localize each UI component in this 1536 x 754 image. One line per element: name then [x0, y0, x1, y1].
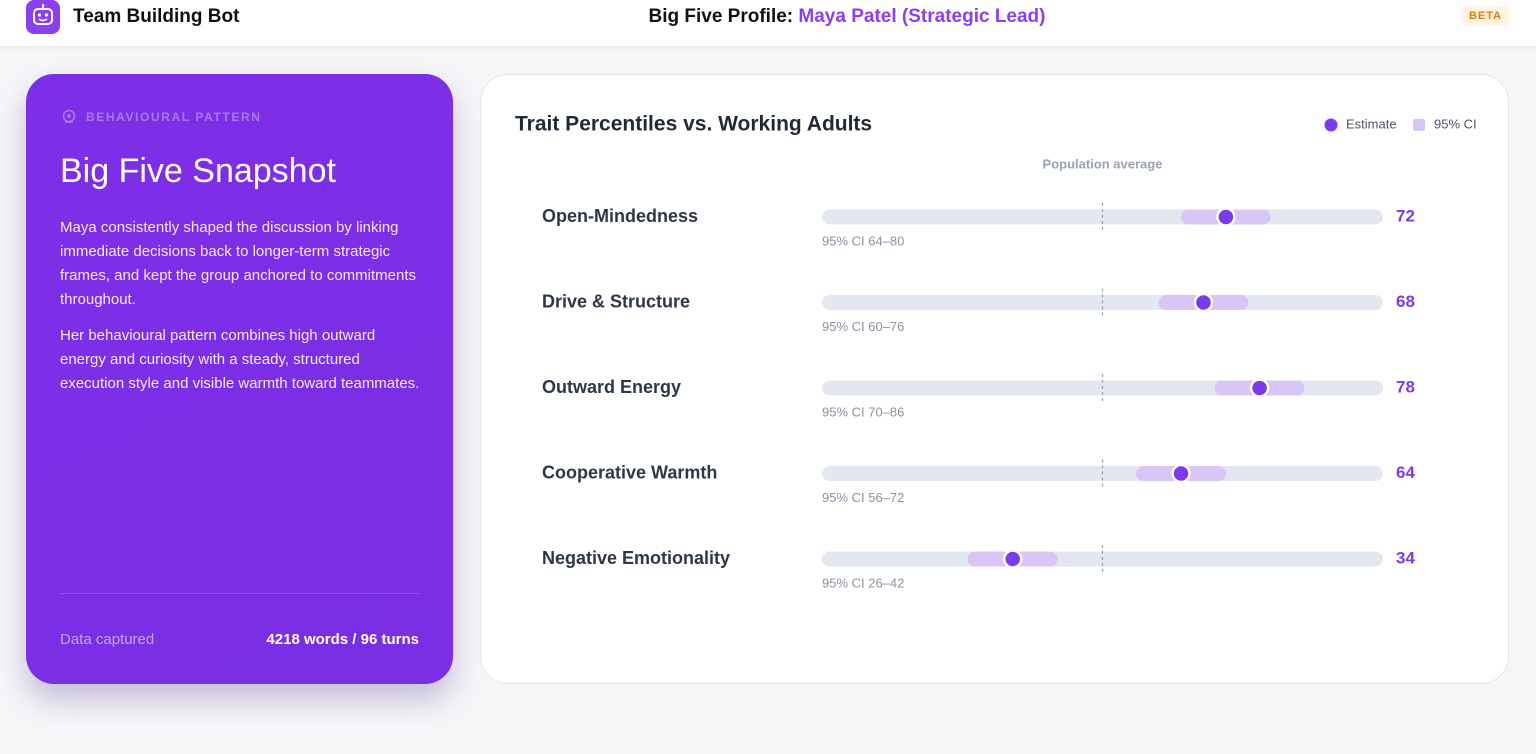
app-logo	[26, 0, 60, 34]
trait-label: Negative Emotionality	[542, 548, 730, 568]
trait-label: Open-Mindedness	[542, 206, 698, 226]
card-title: Big Five Snapshot	[60, 152, 336, 190]
ci-label: 95% CI 26–42	[822, 575, 904, 590]
title-prefix: Big Five Profile:	[648, 6, 794, 27]
app-name: Team Building Bot	[73, 6, 240, 27]
divider	[60, 593, 419, 594]
pin-icon	[62, 109, 76, 123]
estimate-dot	[1249, 378, 1270, 398]
chart-card: Trait Percentiles vs. Working Adults Est…	[480, 74, 1509, 684]
chart-title: Trait Percentiles vs. Working Adults	[515, 113, 872, 136]
estimate-dot	[1002, 549, 1023, 569]
reference-label: Population average	[1043, 156, 1163, 171]
value-label: 64	[1396, 463, 1415, 482]
beta-badge: BETA	[1461, 6, 1511, 26]
legend-dot	[1324, 118, 1338, 132]
trait-label: Outward Energy	[542, 377, 681, 397]
paragraph: Maya consistently shaped the discussion …	[60, 219, 417, 308]
trait-label: Drive & Structure	[542, 291, 690, 311]
legend-label: 95% CI	[1434, 116, 1477, 131]
description: Maya consistently shaped the discussion …	[60, 216, 425, 408]
header: Team Building Bot Big Five Profile: Maya…	[0, 0, 1536, 46]
ci-label: 95% CI 64–80	[822, 233, 904, 248]
eyebrow: BEHAVIOURAL PATTERN	[86, 110, 262, 124]
title-name: Maya Patel (Strategic Lead)	[798, 6, 1046, 27]
value-label: 78	[1396, 377, 1415, 396]
legend-label: Estimate	[1346, 116, 1397, 131]
value-label: 68	[1396, 292, 1415, 311]
estimate-dot	[1193, 292, 1214, 313]
ci-label: 95% CI 56–72	[822, 490, 904, 505]
ci-label: 95% CI 60–76	[822, 319, 904, 334]
paragraph: Her behavioural pattern combines high ou…	[60, 327, 420, 392]
page-title: Big Five Profile: Maya Patel (Strategic …	[0, 6, 1536, 28]
value-label: 34	[1396, 548, 1415, 567]
legend-swatch	[1413, 119, 1425, 131]
chart: Trait Percentiles vs. Working Adults Est…	[515, 113, 1477, 591]
value-label: 72	[1396, 206, 1415, 225]
estimate-dot	[1171, 463, 1191, 484]
footer-label: Data captured	[60, 631, 155, 648]
robot-icon	[33, 4, 53, 25]
footer-value: 4218 words / 96 turns	[266, 631, 419, 648]
snapshot-card: BEHAVIOURAL PATTERN Big Five Snapshot Ma…	[26, 74, 453, 684]
trait-label: Cooperative Warmth	[542, 462, 717, 482]
estimate-dot	[1216, 207, 1236, 227]
ci-label: 95% CI 70–86	[822, 404, 904, 419]
